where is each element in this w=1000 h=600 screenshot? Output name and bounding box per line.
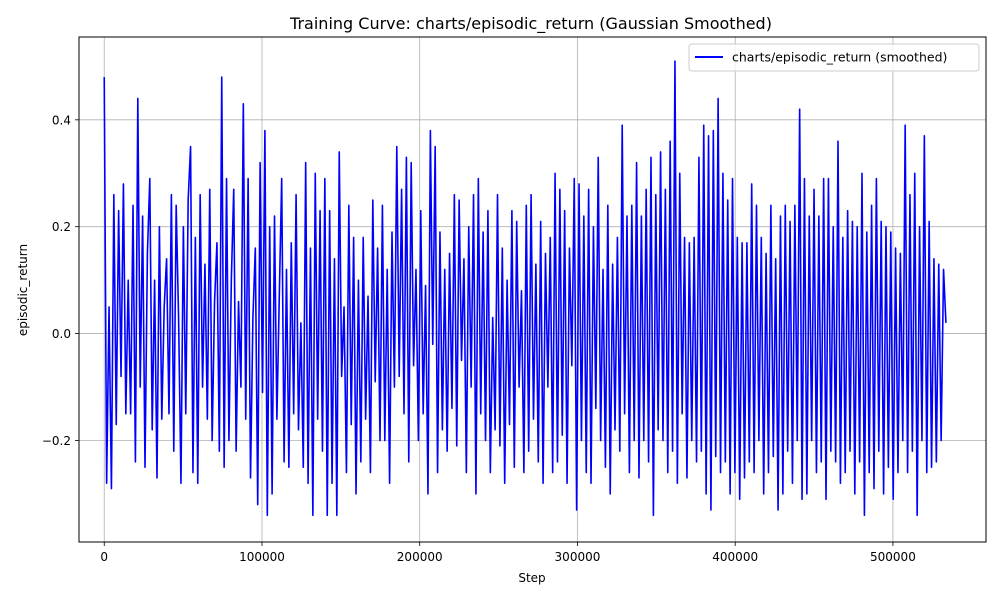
x-tick-label: 200000 bbox=[397, 550, 443, 564]
series-line bbox=[103, 60, 947, 517]
chart-title: Training Curve: charts/episodic_return (… bbox=[289, 14, 772, 34]
legend-label: charts/episodic_return (smoothed) bbox=[732, 50, 947, 65]
y-axis: −0.2 0.0 0.2 0.4 bbox=[42, 113, 79, 448]
y-tick-label: 0.0 bbox=[52, 327, 71, 341]
plot-frame bbox=[78, 36, 987, 543]
y-tick-label: 0.2 bbox=[52, 220, 71, 234]
x-axis-label: Step bbox=[518, 571, 545, 585]
x-tick-label: 400000 bbox=[712, 550, 758, 564]
x-tick-label: 500000 bbox=[870, 550, 916, 564]
y-tick-label: −0.2 bbox=[42, 434, 71, 448]
x-tick-label: 0 bbox=[100, 550, 108, 564]
legend: charts/episodic_return (smoothed) bbox=[688, 43, 980, 72]
y-tick-label: 0.4 bbox=[52, 113, 71, 127]
y-axis-label: episodic_return bbox=[16, 244, 30, 336]
x-tick-label: 100000 bbox=[239, 550, 285, 564]
legend-box bbox=[688, 43, 980, 72]
grid bbox=[79, 37, 986, 542]
x-axis: 0 100000 200000 300000 400000 500000 bbox=[100, 542, 916, 564]
x-tick-label: 300000 bbox=[555, 550, 601, 564]
series-layer bbox=[103, 60, 947, 517]
